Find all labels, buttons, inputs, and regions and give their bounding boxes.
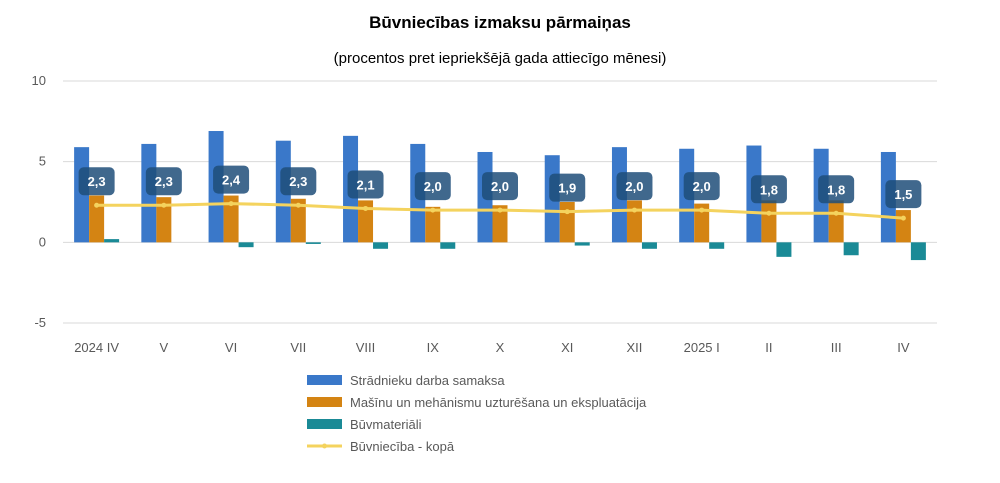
data-label: 2,0 [625,179,643,194]
bar [895,210,911,243]
bar [694,203,710,243]
data-label-box [750,175,787,204]
data-label: 2,0 [693,179,711,194]
bar [358,200,374,243]
x-tick-label: II [765,340,772,355]
legend-swatch [307,397,342,407]
bar [641,242,657,249]
bar [89,195,105,243]
series-point [766,210,772,216]
x-tick-label: VI [225,340,237,355]
data-label: 2,3 [155,174,173,189]
data-label: 2,0 [424,179,442,194]
y-tick-label: -5 [34,315,46,330]
x-tick-label: V [160,340,169,355]
legend-swatch [307,375,342,385]
series-point [161,202,167,208]
data-label-box [683,172,720,201]
x-tick-label: IV [897,340,910,355]
bar [440,242,456,249]
bar [626,200,642,243]
bar [761,200,777,243]
data-label-box [347,170,384,199]
bar [290,198,306,243]
bar [828,200,844,243]
chart-subtitle: (procentos pret iepriekšējā gada attiecī… [333,50,667,67]
data-label: 1,9 [558,181,576,196]
series-point [228,201,234,207]
data-label-box [616,172,653,201]
data-label-box [280,167,317,196]
bar [156,197,172,243]
data-label-box [549,173,586,202]
data-label-box [78,167,115,196]
data-label-box [213,165,250,194]
legend-label: Strādnieku darba samaksa [350,373,505,388]
x-tick-label: VII [290,340,306,355]
data-label-box [818,175,855,204]
bar [305,242,321,244]
data-label: 2,3 [88,174,106,189]
chart-title: Būvniecības izmaksu pārmaiņas [369,13,631,32]
data-label: 2,0 [491,179,509,194]
bar [223,195,239,243]
series-point [564,209,570,215]
bar [373,242,389,249]
bar [559,202,575,243]
x-tick-label: III [831,340,842,355]
bar [492,205,508,243]
data-label: 2,1 [356,177,374,192]
series-point [94,202,100,208]
x-tick-label: XII [627,340,643,355]
data-label-box [145,167,182,196]
legend-label: Būvniecība - kopā [350,439,455,454]
series-point [631,207,637,213]
series-point [363,205,369,211]
series-point [497,207,503,213]
data-label-box [482,172,518,201]
x-tick-label: XI [561,340,573,355]
data-label: 1,8 [760,182,778,197]
x-tick-label: X [496,340,505,355]
bar [709,242,725,249]
bar [104,239,120,243]
bar [776,242,792,257]
data-label-box [414,172,451,201]
data-label: 2,4 [222,173,241,188]
x-tick-label: 2024 IV [74,340,119,355]
legend-label: Mašīnu un mehānismu uzturēšana un eksplu… [350,395,647,410]
bar [238,242,254,248]
legend-marker [322,443,327,449]
series-point [295,202,301,208]
series-point [833,210,839,216]
bar [910,242,926,261]
data-label: 2,3 [289,174,307,189]
legend-label: Būvmateriāli [350,417,422,432]
y-tick-label: 5 [39,154,46,169]
x-tick-label: VIII [356,340,376,355]
x-tick-label: IX [427,340,440,355]
series-point [430,207,436,213]
bar [425,206,441,243]
data-label: 1,8 [827,182,845,197]
bar [574,242,590,246]
data-label-box [885,180,922,209]
bar [843,242,859,256]
series-point [699,207,705,213]
data-label: 1,5 [894,187,912,202]
legend-swatch [307,419,342,429]
series-point [900,215,906,221]
y-tick-label: 0 [39,234,46,249]
x-tick-label: 2025 I [684,340,720,355]
y-tick-label: 10 [32,73,46,88]
